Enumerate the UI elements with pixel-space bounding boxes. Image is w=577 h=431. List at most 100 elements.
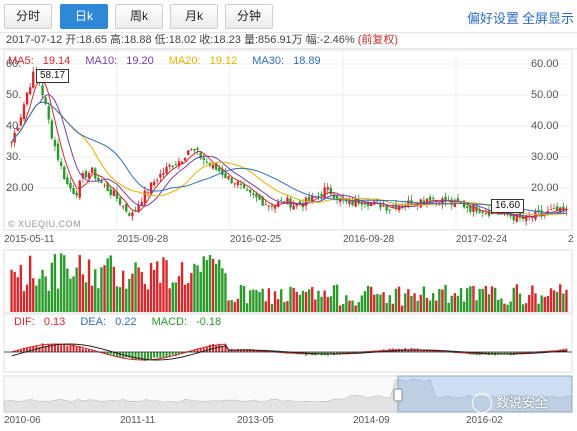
volume-bar xyxy=(487,294,491,312)
volume-bar xyxy=(379,294,382,312)
candle-body xyxy=(227,176,230,179)
macd-bar xyxy=(215,344,218,352)
candle-body xyxy=(106,182,109,192)
volume-bar xyxy=(109,255,112,312)
volume-bar xyxy=(230,299,233,312)
preferences-link[interactable]: 偏好设置 xyxy=(467,11,520,26)
macd-bar xyxy=(137,352,140,360)
volume-bar xyxy=(351,300,354,312)
candle-body xyxy=(78,180,81,198)
candle-body xyxy=(131,212,134,217)
candle-body xyxy=(524,215,528,221)
volume-bar xyxy=(388,295,391,312)
tab-intraday[interactable]: 分时 xyxy=(4,4,52,29)
volume-bar xyxy=(345,295,348,312)
macd-bar xyxy=(177,352,180,355)
volume-bar xyxy=(174,282,178,312)
volume-bar xyxy=(354,305,357,312)
volume-bar xyxy=(63,255,66,312)
volume-bar xyxy=(273,291,277,312)
volume-bar xyxy=(562,293,565,312)
candle-body xyxy=(382,205,385,207)
macd-bar xyxy=(72,344,75,352)
volume-bar xyxy=(264,301,267,312)
macd-bar xyxy=(66,346,69,352)
volume-bar xyxy=(459,287,463,312)
candle-body xyxy=(512,215,515,221)
volume-bar xyxy=(490,286,494,312)
tab-weekly-k[interactable]: 周k xyxy=(115,4,163,29)
quote-close: 18.23 xyxy=(213,34,241,46)
candle-body xyxy=(66,177,69,185)
price-tick-20: 20.00 xyxy=(531,182,559,194)
candle-body xyxy=(121,206,125,208)
candle-body xyxy=(28,87,32,94)
candle-body xyxy=(407,200,410,205)
volume-bar xyxy=(342,303,345,312)
macd-bar xyxy=(143,352,146,361)
macd-bar xyxy=(146,352,149,360)
candle-body xyxy=(469,205,472,212)
volume-bar xyxy=(81,274,85,312)
candle-body xyxy=(466,206,469,208)
volume-bar xyxy=(565,289,568,312)
macd-bar xyxy=(44,346,47,352)
quote-change: -2.46% xyxy=(319,34,355,46)
volume-bar xyxy=(270,303,274,312)
candle-body xyxy=(273,205,277,209)
volume-bar xyxy=(497,300,500,312)
candle-body xyxy=(22,104,26,120)
volume-bar xyxy=(22,291,26,312)
price-tick-left-40: 40. xyxy=(6,120,22,132)
macd-bar xyxy=(106,352,109,355)
volume-bar xyxy=(404,293,407,312)
tab-monthly-k[interactable]: 月k xyxy=(170,4,218,29)
volume-bar xyxy=(106,258,109,312)
volume-bar xyxy=(103,265,106,312)
volume-bar xyxy=(218,259,221,312)
volume-bar xyxy=(503,303,506,312)
fullscreen-link[interactable]: 全屏显示 xyxy=(522,11,575,26)
macd-bar xyxy=(140,352,143,360)
nav-tick: 2014-09 xyxy=(353,415,390,426)
volume-bar xyxy=(332,285,336,312)
macd-bar xyxy=(329,352,332,355)
volume-bar xyxy=(233,302,236,312)
volume-bar xyxy=(469,286,472,312)
volume-bar xyxy=(59,253,63,312)
macd-bar xyxy=(190,350,193,352)
volume-bar xyxy=(245,303,249,312)
macd-bar xyxy=(128,352,131,358)
price-tick-30: 30.00 xyxy=(531,151,559,163)
volume-bar xyxy=(348,300,351,312)
quote-date: 2017-07-12 xyxy=(6,34,63,46)
volume-bar xyxy=(255,290,258,312)
volume-bar xyxy=(531,285,534,312)
macd-bar xyxy=(88,348,91,352)
volume-bar xyxy=(183,284,187,312)
volume-bar xyxy=(211,258,215,312)
volume-bar xyxy=(537,303,540,312)
macd-bar xyxy=(181,352,184,354)
adjust-mode: (前复权) xyxy=(357,34,399,46)
volume-bar xyxy=(146,289,150,312)
macd-bar xyxy=(565,348,568,352)
volume-bar xyxy=(450,295,453,312)
candle-body xyxy=(559,207,562,213)
volume-bar xyxy=(227,300,230,312)
candle-body xyxy=(295,203,298,206)
candle-body xyxy=(335,195,339,200)
tab-daily-k[interactable]: 日k xyxy=(60,4,108,29)
volume-bar xyxy=(515,284,519,312)
candle-body xyxy=(205,161,209,163)
candle-body xyxy=(236,181,240,186)
candle-body xyxy=(239,183,243,185)
ma20-legend: MA20: 19.12 xyxy=(168,55,238,67)
macd-bar xyxy=(159,352,162,358)
tab-minute[interactable]: 分钟 xyxy=(225,4,273,29)
dea-legend: DEA: 0.22 xyxy=(80,316,137,328)
candle-body xyxy=(245,189,249,191)
macd-bar xyxy=(103,352,106,354)
macd-bar xyxy=(162,352,165,358)
